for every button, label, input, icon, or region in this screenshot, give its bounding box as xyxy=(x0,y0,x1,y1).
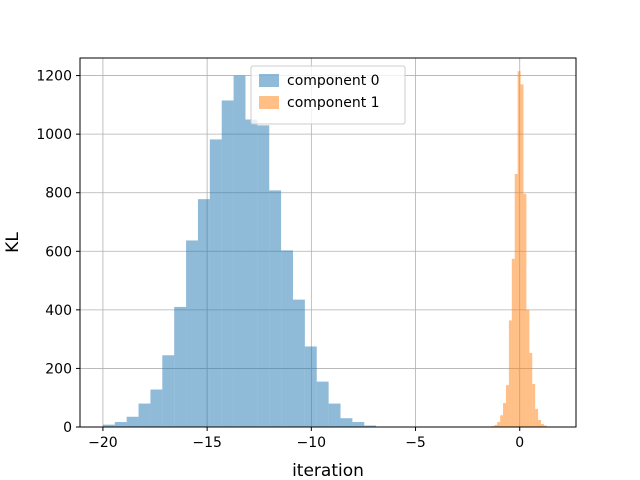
y-tick-label-1: 200 xyxy=(45,361,72,377)
bar-component-1-bin-17 xyxy=(540,424,544,427)
y-tick-label-4: 800 xyxy=(45,186,72,202)
bar-component-1-bin-5 xyxy=(505,385,509,427)
bar-component-0-bin-11 xyxy=(233,75,246,428)
bar-component-0-bin-3 xyxy=(138,403,151,427)
y-tick-label-0: 0 xyxy=(63,420,72,436)
x-tick-label-2: −10 xyxy=(297,435,327,451)
y-tick-label-3: 600 xyxy=(45,244,72,260)
axes-frame xyxy=(79,57,577,428)
x-tick-label-1: −15 xyxy=(192,435,222,451)
bar-component-1-bin-16 xyxy=(538,419,541,427)
bar-component-1-bin-12 xyxy=(526,309,530,427)
bar-component-0-bin-2 xyxy=(126,416,139,427)
bar-component-0-bin-10 xyxy=(221,100,234,427)
bar-component-1-bin-18 xyxy=(543,425,547,427)
bar-component-1-bin-13 xyxy=(529,352,533,427)
legend-label-component-0: component 0 xyxy=(287,73,380,89)
bar-component-0-bin-17 xyxy=(304,346,317,427)
bar-component-1-bin-3 xyxy=(500,415,504,427)
bar-component-1-bin-7 xyxy=(511,258,515,427)
x-tick-label-4: 0 xyxy=(515,435,524,451)
legend-label-component-1: component 1 xyxy=(287,95,380,111)
y-tick-label-2: 400 xyxy=(45,303,72,319)
bar-component-1-bin-8 xyxy=(514,173,518,427)
bar-component-0-bin-16 xyxy=(292,299,305,427)
bar-component-0-bin-1 xyxy=(114,422,127,427)
bar-component-0-bin-18 xyxy=(316,381,329,427)
bar-component-0-bin-5 xyxy=(162,355,175,427)
bar-component-1-bin-14 xyxy=(532,383,536,427)
bar-component-0-bin-19 xyxy=(328,403,341,427)
bar-component-0-bin-22 xyxy=(364,425,377,427)
bar-component-0-bin-9 xyxy=(209,139,222,427)
bar-component-1-bin-6 xyxy=(508,320,512,427)
bar-component-0-bin-21 xyxy=(352,422,365,427)
bar-component-0-bin-13 xyxy=(257,125,270,427)
bar-component-0-bin-20 xyxy=(340,418,353,427)
bar-component-0-bin-12 xyxy=(245,119,258,427)
x-tick-label-3: −5 xyxy=(405,435,426,451)
histogram-bars xyxy=(102,71,547,428)
y-axis-ticks: 0 200 400 600 800 1000 1200 xyxy=(36,69,80,436)
y-tick-label-5: 1000 xyxy=(36,127,72,143)
bar-component-0-bin-0 xyxy=(102,424,115,427)
y-tick-label-6: 1200 xyxy=(36,69,72,85)
bar-component-0-bin-6 xyxy=(174,306,187,427)
bar-component-0-bin-15 xyxy=(281,250,293,427)
x-axis-label: iteration xyxy=(292,461,364,480)
bar-component-1-bin-4 xyxy=(503,402,506,427)
bar-component-1-bin-1 xyxy=(494,424,498,427)
bar-component-1-bin-9 xyxy=(517,71,521,427)
bar-component-1-bin-11 xyxy=(523,193,527,427)
bar-component-0-bin-8 xyxy=(197,199,210,427)
legend-swatch-component-1 xyxy=(259,96,279,109)
bar-component-0-bin-4 xyxy=(150,389,163,427)
x-axis-ticks: −20 −15 −10 −5 0 xyxy=(88,427,524,451)
y-axis-label: KL xyxy=(3,232,23,253)
legend-swatch-component-0 xyxy=(259,74,279,87)
bar-component-0-bin-7 xyxy=(186,240,198,427)
bar-component-1-bin-10 xyxy=(520,84,524,427)
x-tick-label-0: −20 xyxy=(88,435,118,451)
bar-component-0-bin-14 xyxy=(269,190,282,427)
bar-component-1-bin-2 xyxy=(497,422,501,427)
bar-component-1-bin-15 xyxy=(535,408,539,427)
legend: component 0 component 1 xyxy=(250,65,406,125)
legend-box xyxy=(250,65,406,125)
